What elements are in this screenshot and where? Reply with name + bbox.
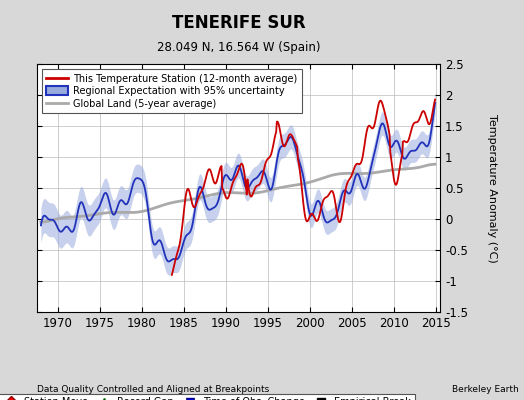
Text: TENERIFE SUR: TENERIFE SUR [171,14,305,32]
Text: 28.049 N, 16.564 W (Spain): 28.049 N, 16.564 W (Spain) [157,41,320,54]
Text: Data Quality Controlled and Aligned at Breakpoints: Data Quality Controlled and Aligned at B… [37,385,269,394]
Legend: Station Move, Record Gap, Time of Obs. Change, Empirical Break: Station Move, Record Gap, Time of Obs. C… [0,394,414,400]
Y-axis label: Temperature Anomaly (°C): Temperature Anomaly (°C) [487,114,497,262]
Text: Berkeley Earth: Berkeley Earth [452,385,519,394]
